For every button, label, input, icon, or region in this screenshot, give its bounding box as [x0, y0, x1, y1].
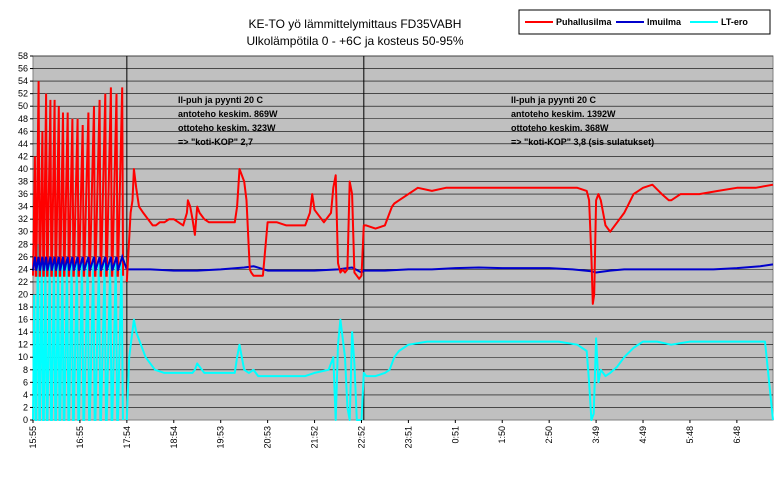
y-tick-label: 52 [18, 89, 28, 99]
x-tick-label: 20:53 [263, 426, 273, 449]
annotation-line: => "koti-KOP" 2,7 [178, 137, 253, 147]
x-tick-label: 5:48 [685, 426, 695, 444]
y-tick-label: 28 [18, 239, 28, 249]
y-tick-label: 22 [18, 277, 28, 287]
x-tick-label: 6:48 [732, 426, 742, 444]
legend-label-puhallusilma: Puhallusilma [556, 17, 613, 27]
y-tick-label: 58 [18, 51, 28, 61]
plot-area [32, 55, 774, 421]
y-tick-label: 36 [18, 189, 28, 199]
series-line-imuilma-startup [32, 253, 128, 271]
y-tick-label: 44 [18, 139, 28, 149]
y-axis: 0246810121416182022242628303234363840424… [18, 51, 33, 425]
y-tick-label: 10 [18, 352, 28, 362]
y-tick-label: 42 [18, 151, 28, 161]
legend-label-imuilma: Imuilma [647, 17, 682, 27]
y-tick-label: 18 [18, 302, 28, 312]
annotations: Il-puh ja pyynti 20 C antoteho keskim. 86… [178, 95, 654, 147]
legend-label-lt-ero: LT-ero [721, 17, 748, 27]
y-tick-label: 26 [18, 252, 28, 262]
y-tick-label: 20 [18, 289, 28, 299]
y-tick-label: 56 [18, 64, 28, 74]
y-tick-label: 6 [23, 377, 28, 387]
x-tick-label: 19:53 [216, 426, 226, 449]
y-tick-label: 12 [18, 340, 28, 350]
legend-box [518, 9, 771, 35]
x-tick-label: 17:54 [122, 426, 132, 449]
annotation-line: antoteho keskim. 1392W [511, 109, 616, 119]
x-tick-label: 1:50 [497, 426, 507, 444]
series-line-puhallusilma-startup [32, 81, 125, 277]
x-tick-label: 4:49 [638, 426, 648, 444]
annotation-line: ottoteho keskim. 323W [178, 123, 276, 133]
chart-subtitle: Ulkolämpötila 0 - +6C ja kosteus 50-95% [246, 34, 463, 48]
y-tick-label: 38 [18, 177, 28, 187]
y-tick-label: 0 [23, 415, 28, 425]
y-tick-label: 54 [18, 76, 28, 86]
series-line-puhallusilma [125, 168, 774, 305]
annotation-line: Il-puh ja pyynti 20 C [178, 95, 264, 105]
series-line-lt-ero [125, 318, 774, 421]
legend: Puhallusilma Imuilma LT-ero [518, 9, 771, 35]
annotation-line: => "koti-KOP" 3,8 (sis sulatukset) [511, 137, 654, 147]
x-tick-label: 22:52 [356, 426, 366, 449]
y-tick-label: 46 [18, 126, 28, 136]
y-tick-label: 48 [18, 114, 28, 124]
y-tick-label: 40 [18, 164, 28, 174]
annotation-line: Il-puh ja pyynti 20 C [511, 95, 597, 105]
chart-title: KE-TO yö lämmittelymittaus FD35VABH [249, 17, 462, 31]
x-tick-label: 18:54 [169, 426, 179, 449]
y-tick-label: 2 [23, 402, 28, 412]
y-tick-label: 32 [18, 214, 28, 224]
x-tick-label: 2:50 [544, 426, 554, 444]
x-tick-label: 21:52 [310, 426, 320, 449]
x-tick-label: 3:49 [591, 426, 601, 444]
x-tick-label: 0:51 [450, 426, 460, 444]
annotation-line: antoteho keskim. 869W [178, 109, 278, 119]
y-tick-label: 14 [18, 327, 28, 337]
y-tick-label: 50 [18, 101, 28, 111]
x-tick-label: 15:55 [28, 426, 38, 449]
y-tick-label: 8 [23, 365, 28, 375]
plot-background [32, 55, 774, 421]
x-tick-label: 16:55 [75, 426, 85, 449]
x-tick-label: 23:51 [403, 426, 413, 449]
y-tick-label: 34 [18, 202, 28, 212]
y-tick-label: 30 [18, 227, 28, 237]
annotation-line: ottoteho keskim. 368W [511, 123, 609, 133]
y-tick-label: 16 [18, 315, 28, 325]
y-tick-label: 24 [18, 264, 28, 274]
x-axis: 15:55 16:55 17:54 18:54 19:53 20:53 21:52 22:52… [28, 420, 742, 449]
y-tick-label: 4 [23, 390, 28, 400]
